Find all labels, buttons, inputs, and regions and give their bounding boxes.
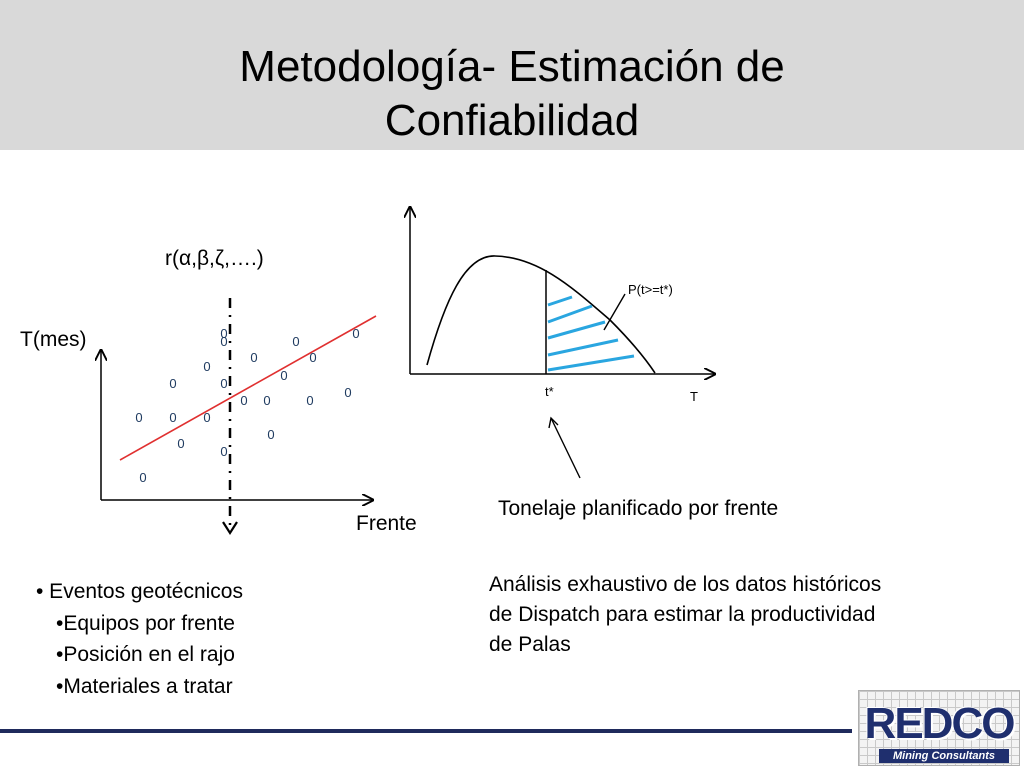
scatter-point: 0 [139, 470, 146, 485]
hatch-line [547, 338, 619, 357]
distribution-diagram [410, 207, 715, 479]
title-band [0, 0, 1024, 150]
scatter-point: 0 [203, 359, 210, 374]
logo-tagline: Mining Consultants [879, 749, 1009, 763]
tstar-pointer-head [548, 416, 559, 429]
bullet-equipos: •Equipos por frente [56, 612, 235, 635]
redco-logo: REDCO Mining Consultants [858, 690, 1020, 766]
scatter-point: 0 [250, 350, 257, 365]
bullet-posicion: •Posición en el rajo [56, 643, 235, 666]
scatter-point: 0 [135, 410, 142, 425]
analysis-line-3: de Palas [489, 633, 571, 656]
scatter-point: 0 [220, 444, 227, 459]
scatter-point: 0 [240, 393, 247, 408]
threshold-annotation: Tonelaje planificado por frente [498, 497, 779, 520]
scatter-point: 0 [344, 385, 351, 400]
scatter-point: 0 [177, 436, 184, 451]
hatch-line [547, 320, 606, 340]
trend-line [119, 315, 377, 461]
logo-name: REDCO [864, 699, 1016, 748]
scatter-point: 0 [220, 376, 227, 391]
dist-x-axis-label: T [690, 389, 698, 404]
scatter-point: 0 [169, 410, 176, 425]
scatter-point: 0 [169, 376, 176, 391]
scatter-point: 0 [306, 393, 313, 408]
title-line-2: Confiabilidad [384, 96, 640, 145]
hatch-line [547, 304, 593, 324]
scatter-point: 0 [220, 326, 227, 341]
tstar-pointer [550, 417, 581, 479]
scatter-point: 0 [292, 334, 299, 349]
probability-pointer [603, 293, 626, 331]
bullet-materiales: •Materiales a tratar [56, 675, 233, 698]
scatter-point: 0 [280, 368, 287, 383]
slide-title: Metodología- Estimación de Confiabilidad [0, 40, 1024, 148]
scatter-point: 0 [309, 350, 316, 365]
regression-label: r(α,β,ζ,….) [165, 247, 264, 270]
scatter-point: 0 [263, 393, 270, 408]
scatter-point: 0 [203, 410, 210, 425]
title-line-1: Metodología- Estimación de [239, 42, 785, 91]
y-axis-label-tmes: T(mes) [20, 328, 87, 351]
footer-divider [0, 729, 852, 733]
scatter-point: 0 [220, 334, 227, 349]
hatch-line [547, 354, 635, 372]
threshold-label: t* [545, 384, 554, 399]
analysis-text: Análisis exhaustivo de los datos históri… [489, 570, 989, 660]
probability-label: P(t>=t*) [628, 282, 673, 297]
scatter-point: 0 [352, 326, 359, 341]
bullet-eventos: • Eventos geotécnicos [36, 580, 243, 603]
scatter-point: 0 [267, 427, 274, 442]
analysis-line-2: de Dispatch para estimar la productivida… [489, 603, 876, 626]
x-axis-label-frente: Frente [356, 512, 417, 535]
threshold-arrowhead [222, 521, 238, 536]
distribution-curve [426, 255, 656, 374]
hatched-area [547, 295, 635, 372]
analysis-line-1: Análisis exhaustivo de los datos históri… [489, 573, 882, 596]
hatch-line [547, 295, 573, 307]
